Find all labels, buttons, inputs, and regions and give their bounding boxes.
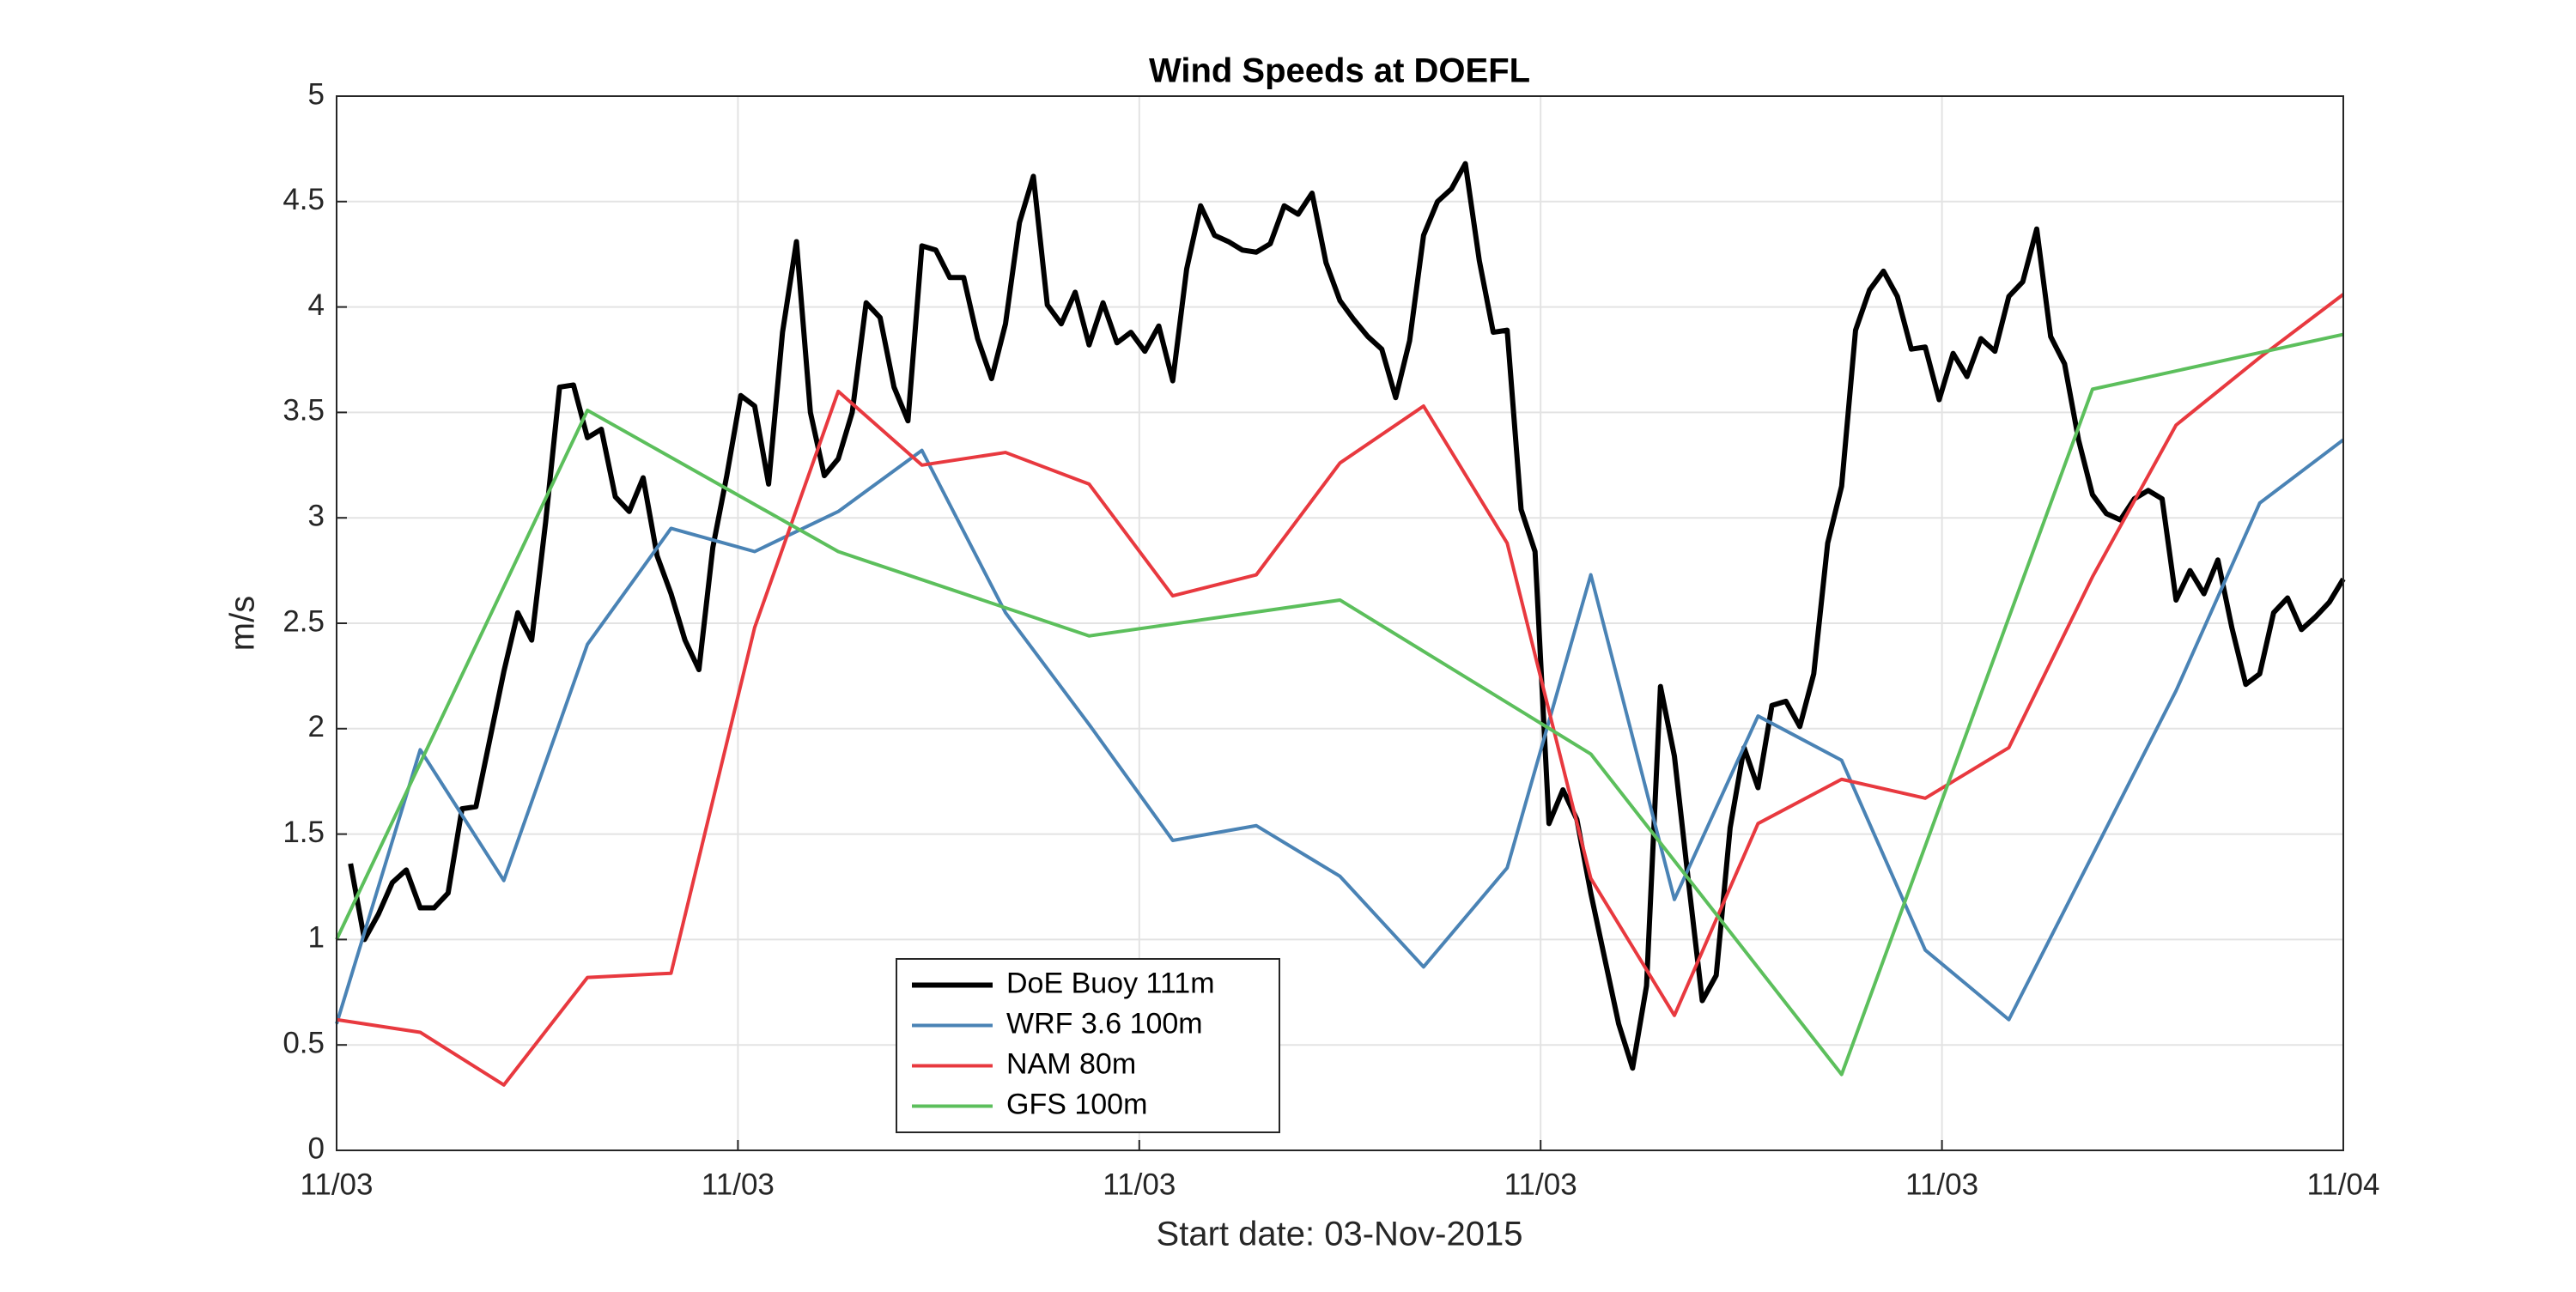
y-tick-label: 2 <box>308 710 325 743</box>
x-tick-label: 11/03 <box>702 1168 775 1201</box>
y-tick-label: 1 <box>308 921 325 955</box>
legend-label: WRF 3.6 100m <box>1006 1007 1203 1040</box>
x-tick-label: 11/03 <box>1504 1168 1577 1201</box>
y-tick-label: 3.5 <box>283 394 325 428</box>
y-tick-label: 3 <box>308 499 325 532</box>
series-line <box>335 332 2344 1077</box>
y-tick-label: 0.5 <box>283 1026 325 1059</box>
y-tick-label: 4 <box>308 288 325 322</box>
legend-label: DoE Buoy 111m <box>1006 967 1215 999</box>
x-axis-label: Start date: 03-Nov-2015 <box>1157 1216 1523 1253</box>
legend-box <box>896 958 1280 1133</box>
series-line <box>336 293 2345 1087</box>
legend-label: GFS 100m <box>1006 1088 1147 1120</box>
x-tick-label: 11/04 <box>2307 1168 2380 1201</box>
y-tick-label: 5 <box>308 77 325 111</box>
x-tick-label: 11/03 <box>1103 1168 1176 1201</box>
lines <box>335 161 2346 1087</box>
y-tick-label: 4.5 <box>283 183 325 216</box>
ticks: 0 0.5 1 1.5 2 2.5 3 3.5 4 4.5 5 11/03 11/03 11/03 11/0… <box>283 77 2379 1201</box>
y-axis-label: m/s <box>224 596 262 651</box>
y-tick-label: 0 <box>308 1131 325 1165</box>
chart-title: Wind Speeds at DOEFL <box>1149 52 1530 90</box>
series-line <box>348 161 2346 1071</box>
x-tick-label: 11/03 <box>1905 1168 1978 1201</box>
legend-label: NAM 80m <box>1006 1047 1136 1080</box>
y-tick-label: 2.5 <box>283 604 325 638</box>
legend: DoE Buoy 111m WRF 3.6 100m NAM 80m GFS 100m <box>896 958 1280 1133</box>
x-tick-label: 11/03 <box>301 1168 374 1201</box>
y-tick-label: 1.5 <box>283 816 325 849</box>
series-line <box>335 438 2345 1025</box>
